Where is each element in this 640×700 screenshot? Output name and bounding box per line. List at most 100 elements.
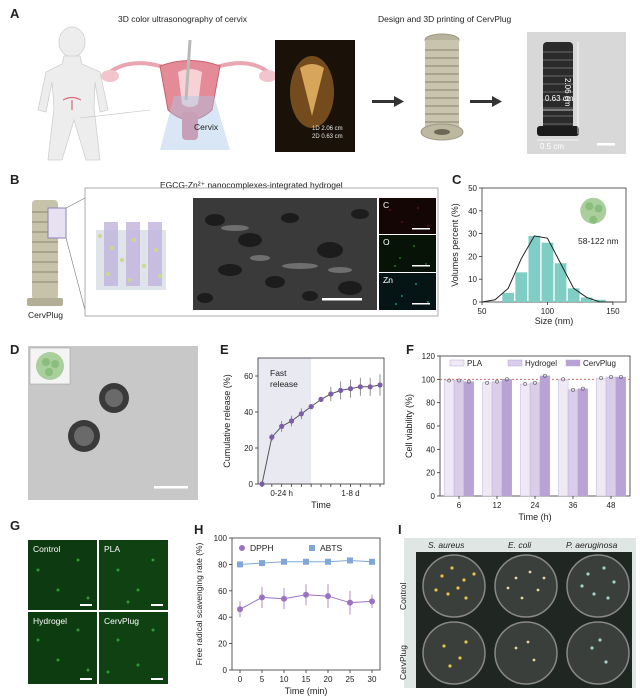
chart-c-size-distribution: 0 10 20 30 40 50 50 100 150 Size (nm) Volumes perc… — [450, 184, 627, 326]
arrow-icon — [372, 96, 404, 107]
y-axis-label: Cell viability (%) — [404, 394, 414, 458]
y-tick-label: 30 — [468, 230, 477, 239]
y-tick-label: 60 — [218, 587, 227, 596]
y-tick-label: 20 — [426, 469, 435, 478]
viability-point — [466, 379, 471, 384]
release-point — [269, 434, 275, 440]
release-point — [318, 396, 324, 402]
panel-b-title: EGCG-Zn²⁺ nanocomplexes-integrated hydro… — [160, 180, 343, 190]
viability-point — [580, 386, 585, 391]
size-bar — [515, 272, 528, 302]
y-tick-label: 20 — [218, 640, 227, 649]
x-axis-label: Time (h) — [518, 512, 551, 522]
size-bar — [580, 297, 593, 302]
nanocomplex-subunit — [585, 202, 594, 211]
viability-point — [485, 380, 490, 385]
x-tick-label: 36 — [569, 501, 578, 510]
abts-point — [281, 558, 287, 565]
viability-bar — [491, 381, 503, 497]
y-tick-label: 80 — [218, 560, 227, 569]
x-tick-label: 20 — [324, 675, 333, 684]
dpph-point — [259, 594, 265, 601]
panel-letter-e: E — [220, 342, 229, 357]
shade-label-line-1: Fast — [270, 368, 287, 378]
viability-point — [495, 379, 499, 384]
x-axis-label: Time — [311, 500, 331, 510]
viability-point — [609, 375, 613, 379]
scale-bar — [154, 486, 188, 489]
viability-bar — [519, 383, 531, 497]
release-point — [279, 423, 285, 429]
i-col-e-coli: E. coli — [508, 540, 532, 550]
x-tick-label: 6 — [457, 501, 462, 510]
cervplug-render — [420, 33, 464, 141]
y-tick-label: 40 — [218, 613, 227, 622]
legend-swatch — [565, 359, 581, 367]
arrow-icon-2 — [470, 96, 502, 107]
viability-bar — [443, 380, 455, 497]
abts-point — [347, 557, 353, 564]
plates — [422, 554, 630, 685]
i-col-p-aeruginosa: P. aeruginosa — [566, 540, 618, 550]
plot-frame — [481, 187, 627, 303]
dimension-diameter: 0.63 cm — [545, 94, 574, 103]
y-tick-label: 20 — [468, 252, 477, 261]
y-tick-label: 60 — [426, 422, 435, 431]
panel-letter-f: F — [406, 342, 414, 357]
y-tick-label: 20 — [244, 444, 253, 453]
size-bar — [502, 292, 515, 302]
release-point — [298, 411, 304, 417]
viability-point — [571, 387, 575, 392]
dpph-point — [237, 606, 243, 613]
viability-point — [504, 377, 509, 382]
panel-b-illustration — [27, 187, 439, 317]
dpph-point — [369, 598, 375, 605]
ultrasound-readout-1: 1D 2.06 cm — [312, 126, 343, 132]
x-tick-label: 25 — [346, 675, 355, 684]
viability-bar — [615, 376, 627, 497]
panel-a-illustration — [37, 26, 626, 161]
x-tick-label: 0 — [238, 675, 243, 684]
panel-a-right-title: Design and 3D printing of CervPlug — [378, 14, 512, 24]
eds-label-c: C — [383, 200, 390, 210]
legend-marker — [239, 545, 245, 551]
human-silhouette — [37, 26, 109, 161]
abts-point — [325, 558, 331, 565]
x-tick-label: 10 — [280, 675, 289, 684]
viability-bar — [567, 389, 579, 497]
panel-letter-d: D — [10, 342, 20, 357]
ultrasound-readout-2: 2D 0.63 cm — [312, 134, 343, 140]
g-label-control: Control — [33, 544, 61, 554]
x-tick-label: 5 — [260, 675, 265, 684]
abts-point — [369, 558, 375, 565]
panel-letter-a: A — [10, 6, 20, 21]
x-tick-label: 150 — [606, 307, 620, 316]
y-axis-label: Free radical scavenging rate (%) — [194, 542, 204, 665]
scale-bar — [597, 143, 615, 146]
release-point — [338, 387, 344, 393]
cervix-label: Cervix — [194, 122, 219, 132]
g-label-hydrogel: Hydrogel — [33, 616, 68, 626]
release-point — [288, 418, 295, 424]
dimension-flange: 0.5 cm — [540, 142, 565, 151]
x-axis-label: Time (min) — [285, 686, 328, 696]
hydrogel-schematic — [96, 222, 166, 290]
x-tick-label: 15 — [302, 675, 311, 684]
dpph-point — [325, 593, 331, 600]
panel-a-left-title: 3D color ultrasonography of cervix — [118, 14, 247, 24]
x-tick-label: 100 — [541, 307, 555, 316]
x-tick-label: 30 — [368, 675, 377, 684]
panel-letter-g: G — [10, 518, 21, 533]
legend-swatch — [507, 359, 523, 367]
viability-bar — [481, 382, 493, 497]
y-tick-label: 100 — [214, 534, 228, 543]
size-bar — [567, 288, 580, 302]
y-tick-label: 10 — [468, 275, 477, 284]
y-tick-label: 120 — [422, 352, 436, 361]
y-tick-label: 0 — [431, 492, 436, 501]
viability-point — [533, 380, 537, 385]
viability-bar — [539, 375, 551, 497]
y-tick-label: 100 — [422, 375, 436, 384]
viability-bar — [453, 380, 465, 497]
